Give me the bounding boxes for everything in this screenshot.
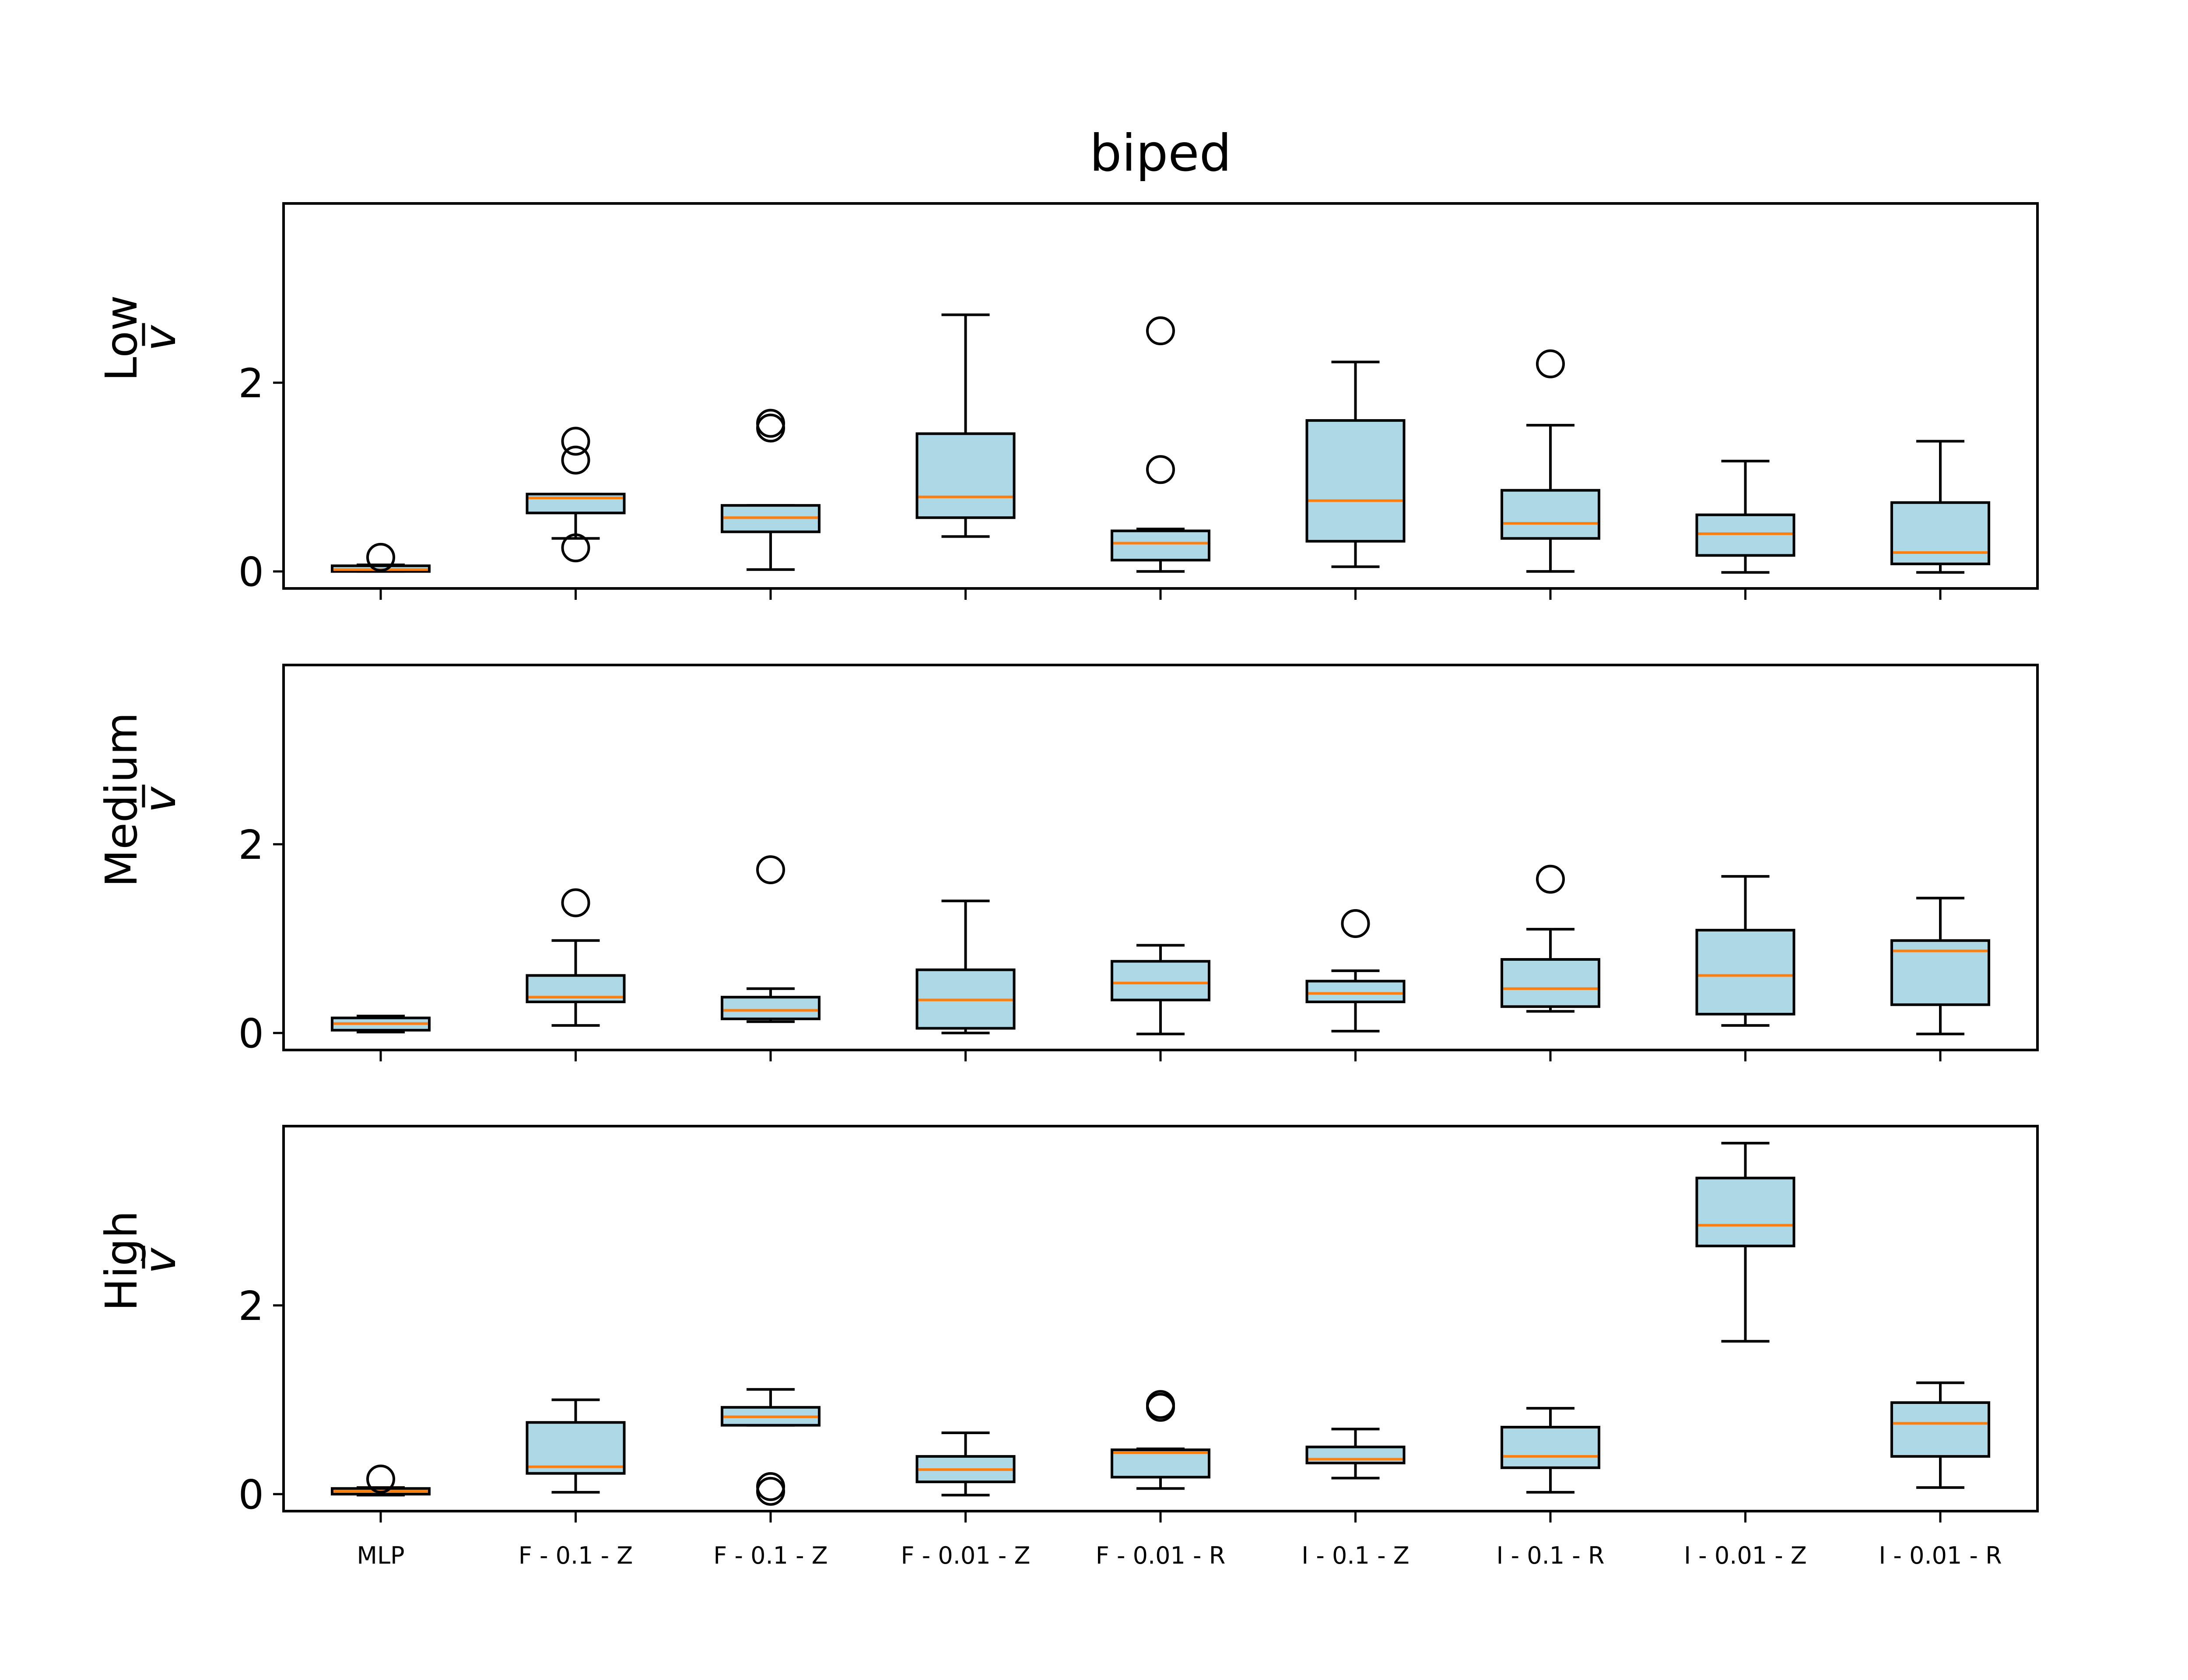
box-body bbox=[1501, 1426, 1600, 1469]
box-body bbox=[721, 996, 820, 1020]
box-2 bbox=[721, 855, 820, 1023]
box-body bbox=[1695, 513, 1795, 557]
outlier-point bbox=[366, 1464, 395, 1494]
box-body bbox=[1305, 980, 1406, 1004]
x-tick-label: MLP bbox=[357, 1542, 404, 1569]
y-tick-label: 2 bbox=[238, 1283, 264, 1330]
box-body bbox=[1890, 1401, 1990, 1458]
outlier-point bbox=[366, 542, 395, 572]
box-1 bbox=[526, 888, 626, 1027]
y-tick-label: 0 bbox=[238, 549, 264, 595]
box-6 bbox=[1501, 864, 1600, 1013]
outlier-point bbox=[756, 413, 785, 443]
outlier-point bbox=[561, 445, 590, 475]
box-3 bbox=[915, 900, 1016, 1035]
outlier-point bbox=[1536, 349, 1565, 378]
outlier-point bbox=[561, 888, 590, 917]
box-4 bbox=[1111, 1390, 1210, 1490]
y-axis-sublabel: v̅ bbox=[134, 323, 186, 351]
box-body bbox=[1111, 960, 1210, 1001]
outlier-point bbox=[561, 533, 590, 563]
x-tick-label: I - 0.1 - Z bbox=[1301, 1542, 1409, 1569]
box-4 bbox=[1111, 944, 1210, 1036]
y-tick-label: 0 bbox=[238, 1010, 264, 1057]
y-axis-sublabel: v̅ bbox=[134, 1246, 186, 1274]
box-body bbox=[1111, 1448, 1210, 1479]
y-axis-sublabel: v̅ bbox=[134, 785, 186, 813]
box-body bbox=[1305, 1446, 1406, 1464]
outlier-point bbox=[1536, 864, 1565, 894]
box-body bbox=[526, 1421, 626, 1475]
box-body bbox=[1890, 501, 1990, 565]
box-1 bbox=[526, 1398, 626, 1494]
outlier-point bbox=[756, 855, 785, 885]
outlier-point bbox=[1146, 316, 1175, 346]
box-2 bbox=[721, 409, 820, 571]
box-7 bbox=[1695, 875, 1795, 1027]
x-tick-label: F - 0.01 - R bbox=[1096, 1542, 1225, 1569]
box-6 bbox=[1501, 349, 1600, 573]
box-0 bbox=[331, 542, 431, 573]
y-tick-label: 2 bbox=[238, 822, 264, 868]
box-5 bbox=[1305, 360, 1406, 568]
outlier-point bbox=[561, 427, 590, 456]
box-5 bbox=[1305, 1428, 1406, 1480]
box-2 bbox=[721, 1388, 820, 1506]
x-tick-label: I - 0.01 - R bbox=[1879, 1542, 2002, 1569]
x-tick-label: I - 0.1 - R bbox=[1497, 1542, 1605, 1569]
box-body bbox=[1111, 529, 1210, 562]
y-axis-label: High bbox=[96, 1211, 147, 1311]
box-body bbox=[1501, 958, 1600, 1008]
box-7 bbox=[1695, 459, 1795, 574]
x-tick-label: F - 0.1 - Z bbox=[519, 1542, 633, 1569]
box-3 bbox=[915, 1431, 1016, 1497]
outlier-point bbox=[1146, 455, 1175, 484]
box-4 bbox=[1111, 316, 1210, 573]
y-tick-label: 2 bbox=[238, 360, 264, 407]
box-body bbox=[915, 432, 1016, 519]
y-axis-label: Medium bbox=[96, 712, 147, 887]
outlier-point bbox=[1146, 1393, 1175, 1422]
box-6 bbox=[1501, 1407, 1600, 1494]
box-1 bbox=[526, 427, 626, 563]
box-3 bbox=[915, 313, 1016, 538]
box-0 bbox=[331, 1464, 431, 1497]
x-tick-label: I - 0.01 - Z bbox=[1684, 1542, 1807, 1569]
box-body bbox=[1501, 489, 1600, 540]
box-body bbox=[1305, 419, 1406, 543]
box-8 bbox=[1890, 440, 1990, 574]
box-5 bbox=[1305, 909, 1406, 1032]
box-0 bbox=[331, 1015, 431, 1034]
box-8 bbox=[1890, 1381, 1990, 1489]
x-tick-label: F - 0.1 - Z bbox=[713, 1542, 828, 1569]
y-axis-label: Low bbox=[96, 295, 147, 382]
box-8 bbox=[1890, 896, 1990, 1036]
box-body bbox=[1695, 929, 1795, 1016]
y-tick-label: 0 bbox=[238, 1471, 264, 1518]
outlier-point bbox=[756, 1477, 785, 1506]
chart-title: biped bbox=[1090, 124, 1232, 183]
x-tick-label: F - 0.01 - Z bbox=[901, 1542, 1031, 1569]
box-7 bbox=[1695, 1141, 1795, 1343]
outlier-point bbox=[1341, 909, 1370, 938]
box-body bbox=[1695, 1176, 1795, 1247]
